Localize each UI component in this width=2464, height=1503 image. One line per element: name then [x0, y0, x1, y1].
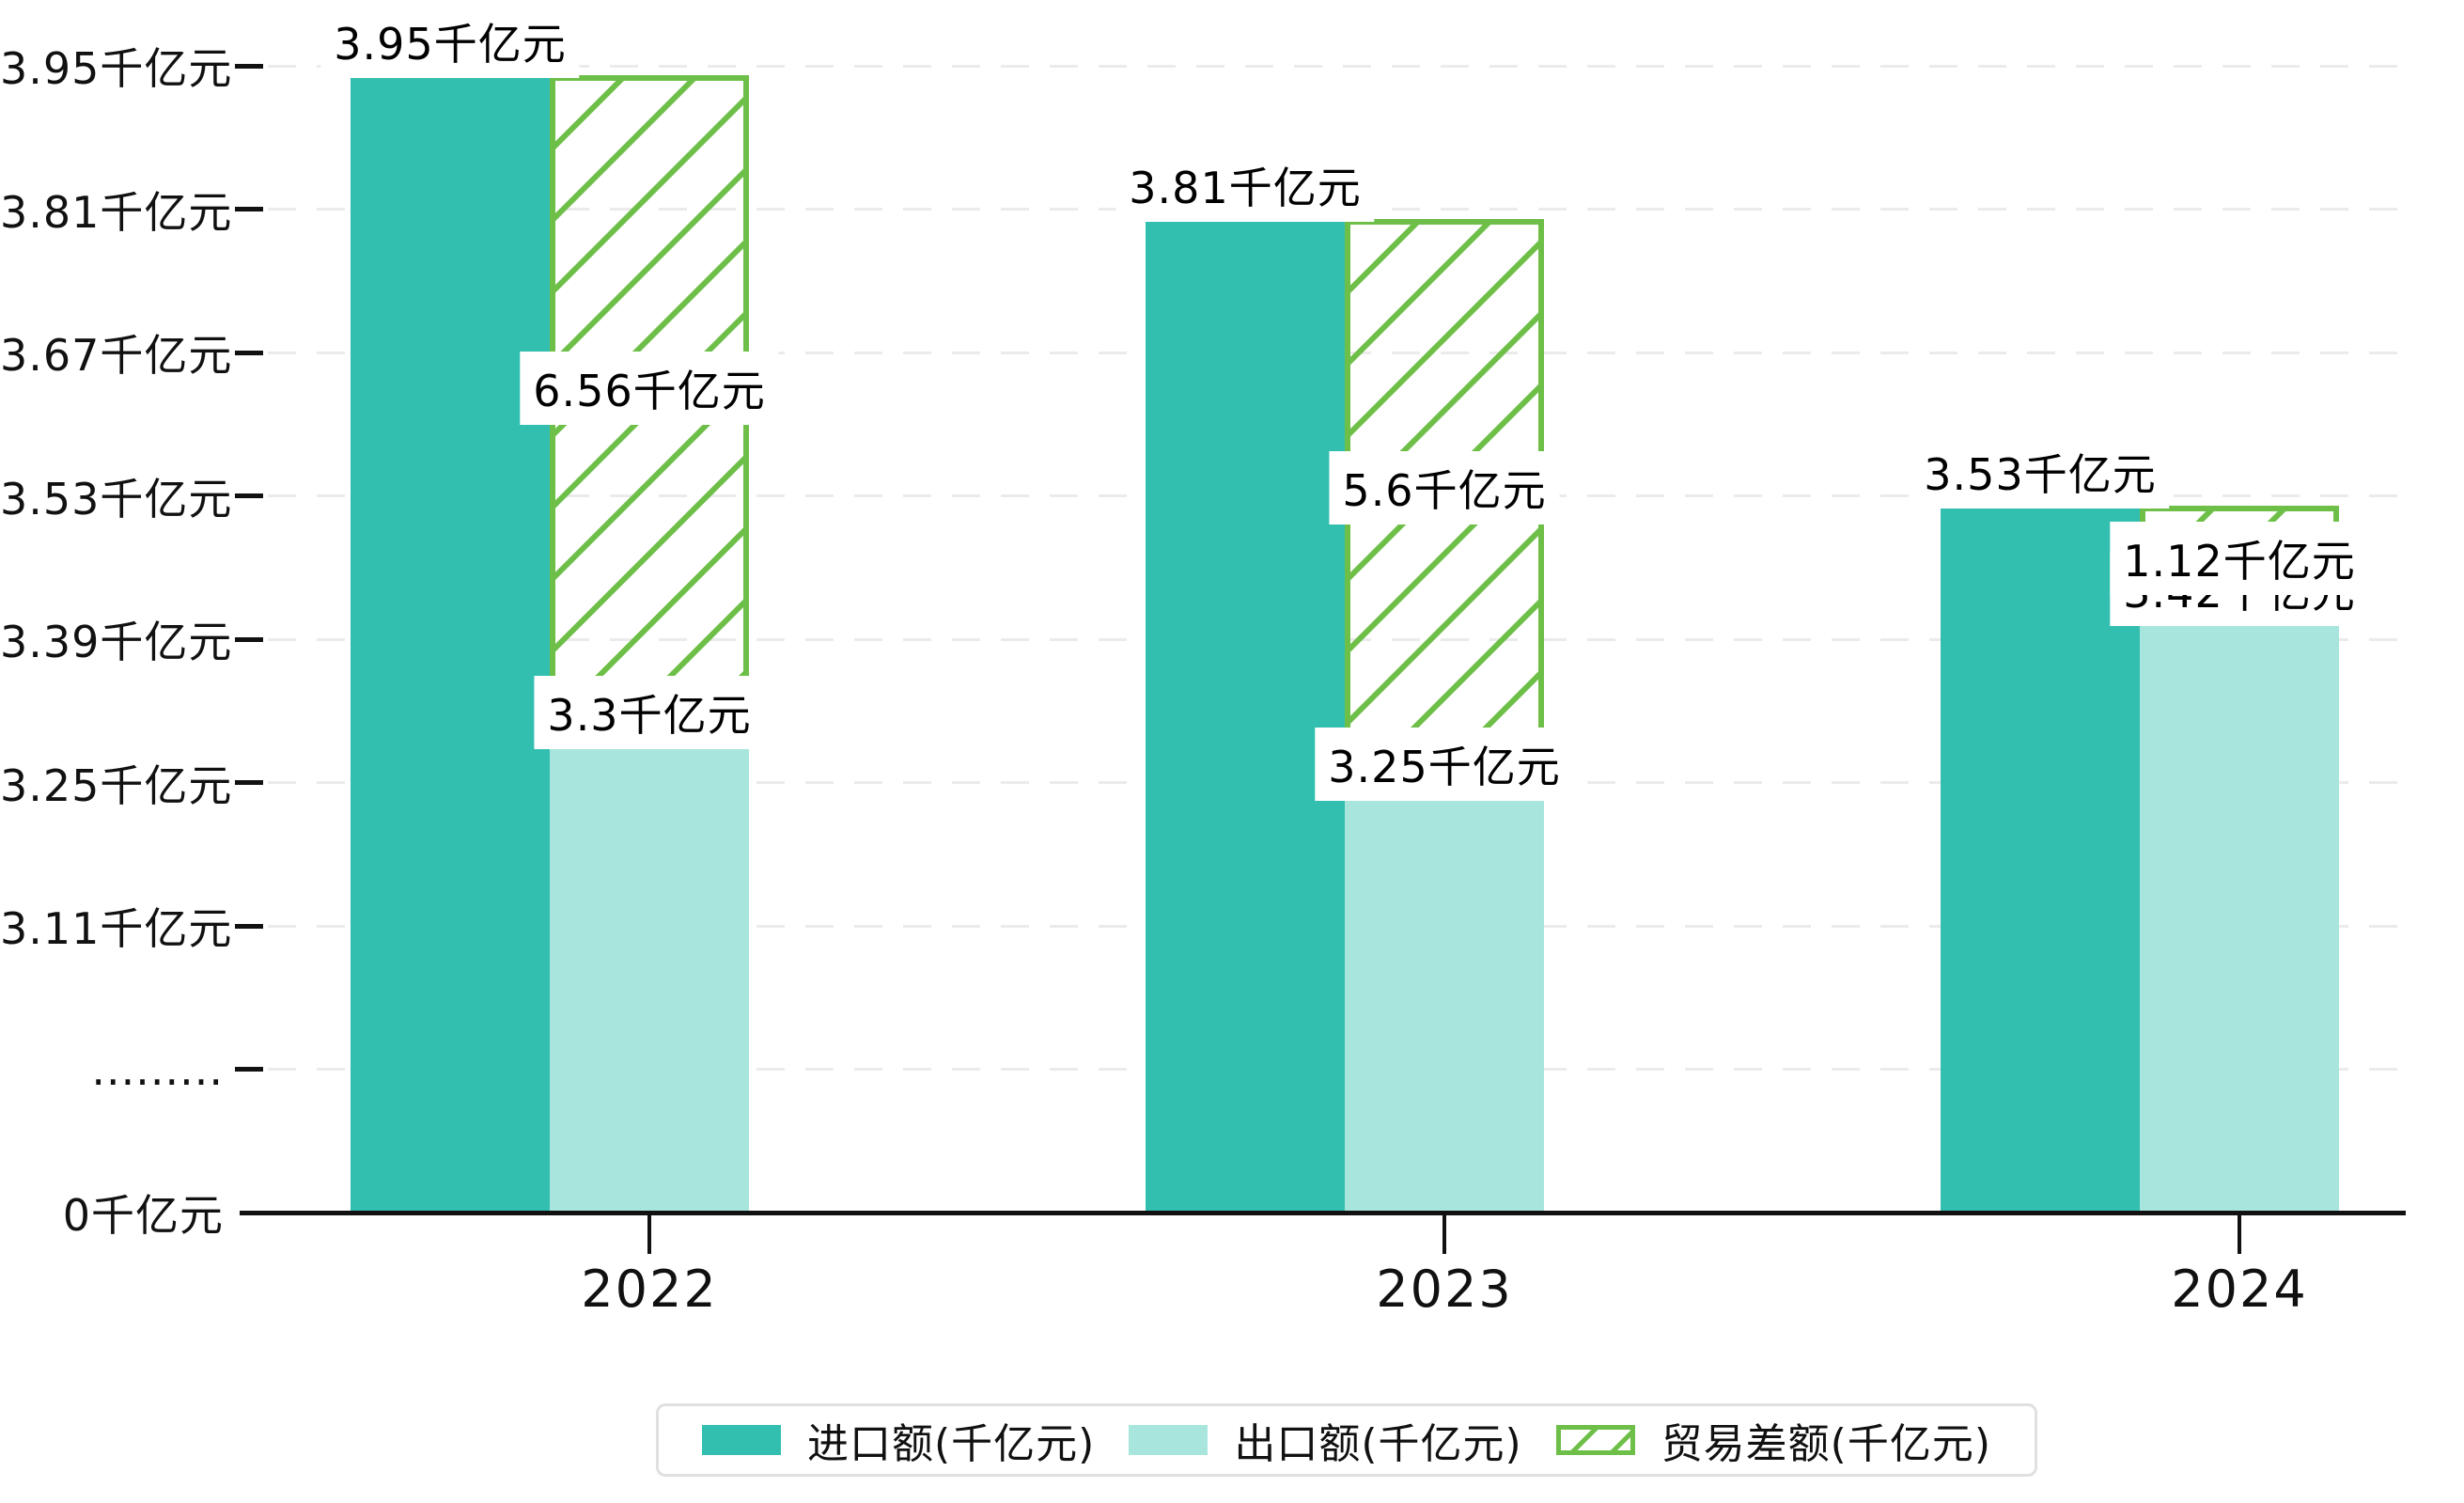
export-color-swatch-icon — [1129, 1425, 1209, 1455]
x-axis-category-label: 2024 — [2171, 1260, 2308, 1319]
import-bar-2022[interactable] — [351, 75, 550, 1213]
import-color-swatch-icon — [702, 1425, 781, 1455]
y-axis-tick-label: 3.67千亿元 — [0, 330, 233, 381]
x-axis-tick-mark — [1443, 1214, 1446, 1254]
y-axis-tick-mark — [235, 1067, 263, 1072]
x-axis-line — [240, 1211, 2406, 1215]
y-axis-tick-label: 3.53千亿元 — [0, 473, 233, 524]
y-axis-tick-mark — [235, 493, 263, 498]
legend-label-export: 出口额(千亿元) — [1234, 1420, 1522, 1468]
data-label-import-2023: 3.81千亿元 — [1115, 148, 1375, 222]
y-axis-tick-label: 3.39千亿元 — [0, 617, 233, 667]
legend-label-balance: 贸易差额(千亿元) — [1661, 1420, 1991, 1468]
y-axis-tick-mark — [235, 923, 263, 929]
gridline — [268, 64, 2402, 68]
y-axis-tick-mark — [235, 63, 263, 69]
y-axis-tick-label: 3.81千亿元 — [0, 186, 233, 238]
import-bar-2023[interactable] — [1146, 218, 1345, 1213]
data-label-export-2023: 3.25千亿元 — [1315, 727, 1574, 801]
legend: 进口额(千亿元) 出口额(千亿元) 贸易差额(千亿元) — [656, 1403, 2037, 1477]
data-label-balance-2022: 6.56千亿元 — [520, 351, 779, 425]
x-axis-tick-mark — [647, 1214, 651, 1254]
y-axis-tick-mark — [235, 780, 263, 785]
y-axis-tick-label: 3.11千亿元 — [0, 903, 233, 954]
x-axis-category-label: 2023 — [1376, 1260, 1513, 1319]
export-bar-2022[interactable] — [550, 741, 749, 1213]
balance-hatch-swatch-icon — [1555, 1425, 1635, 1455]
y-axis-tick-label: 3.25千亿元 — [0, 759, 233, 811]
data-label-balance-2023: 5.6千亿元 — [1329, 451, 1560, 525]
y-axis-tick-label: 0千亿元 — [62, 1190, 224, 1241]
data-label-import-2024: 3.53千亿元 — [1910, 434, 2170, 509]
y-axis-tick-mark — [235, 350, 263, 355]
data-label-export-2022: 3.3千亿元 — [534, 676, 765, 750]
export-bar-2023[interactable] — [1345, 791, 1544, 1213]
legend-label-import: 进口额(千亿元) — [807, 1420, 1096, 1468]
legend-item-balance[interactable]: 贸易差额(千亿元) — [1555, 1410, 1991, 1470]
legend-item-import[interactable]: 进口额(千亿元) — [702, 1410, 1095, 1470]
x-axis-category-label: 2022 — [581, 1260, 718, 1319]
y-axis-tick-label: ......... — [91, 1043, 224, 1095]
import-bar-2024[interactable] — [1941, 505, 2140, 1213]
y-axis-tick-mark — [235, 207, 263, 211]
x-axis-tick-mark — [2238, 1214, 2241, 1254]
data-label-balance-2024: 1.12千亿元 — [2110, 521, 2369, 595]
y-axis-tick-label: 3.95千亿元 — [0, 43, 233, 94]
export-bar-2024[interactable] — [2140, 618, 2339, 1213]
data-label-import-2022: 3.95千亿元 — [320, 5, 580, 78]
legend-item-export[interactable]: 出口额(千亿元) — [1129, 1410, 1521, 1470]
y-axis-tick-mark — [235, 636, 263, 642]
